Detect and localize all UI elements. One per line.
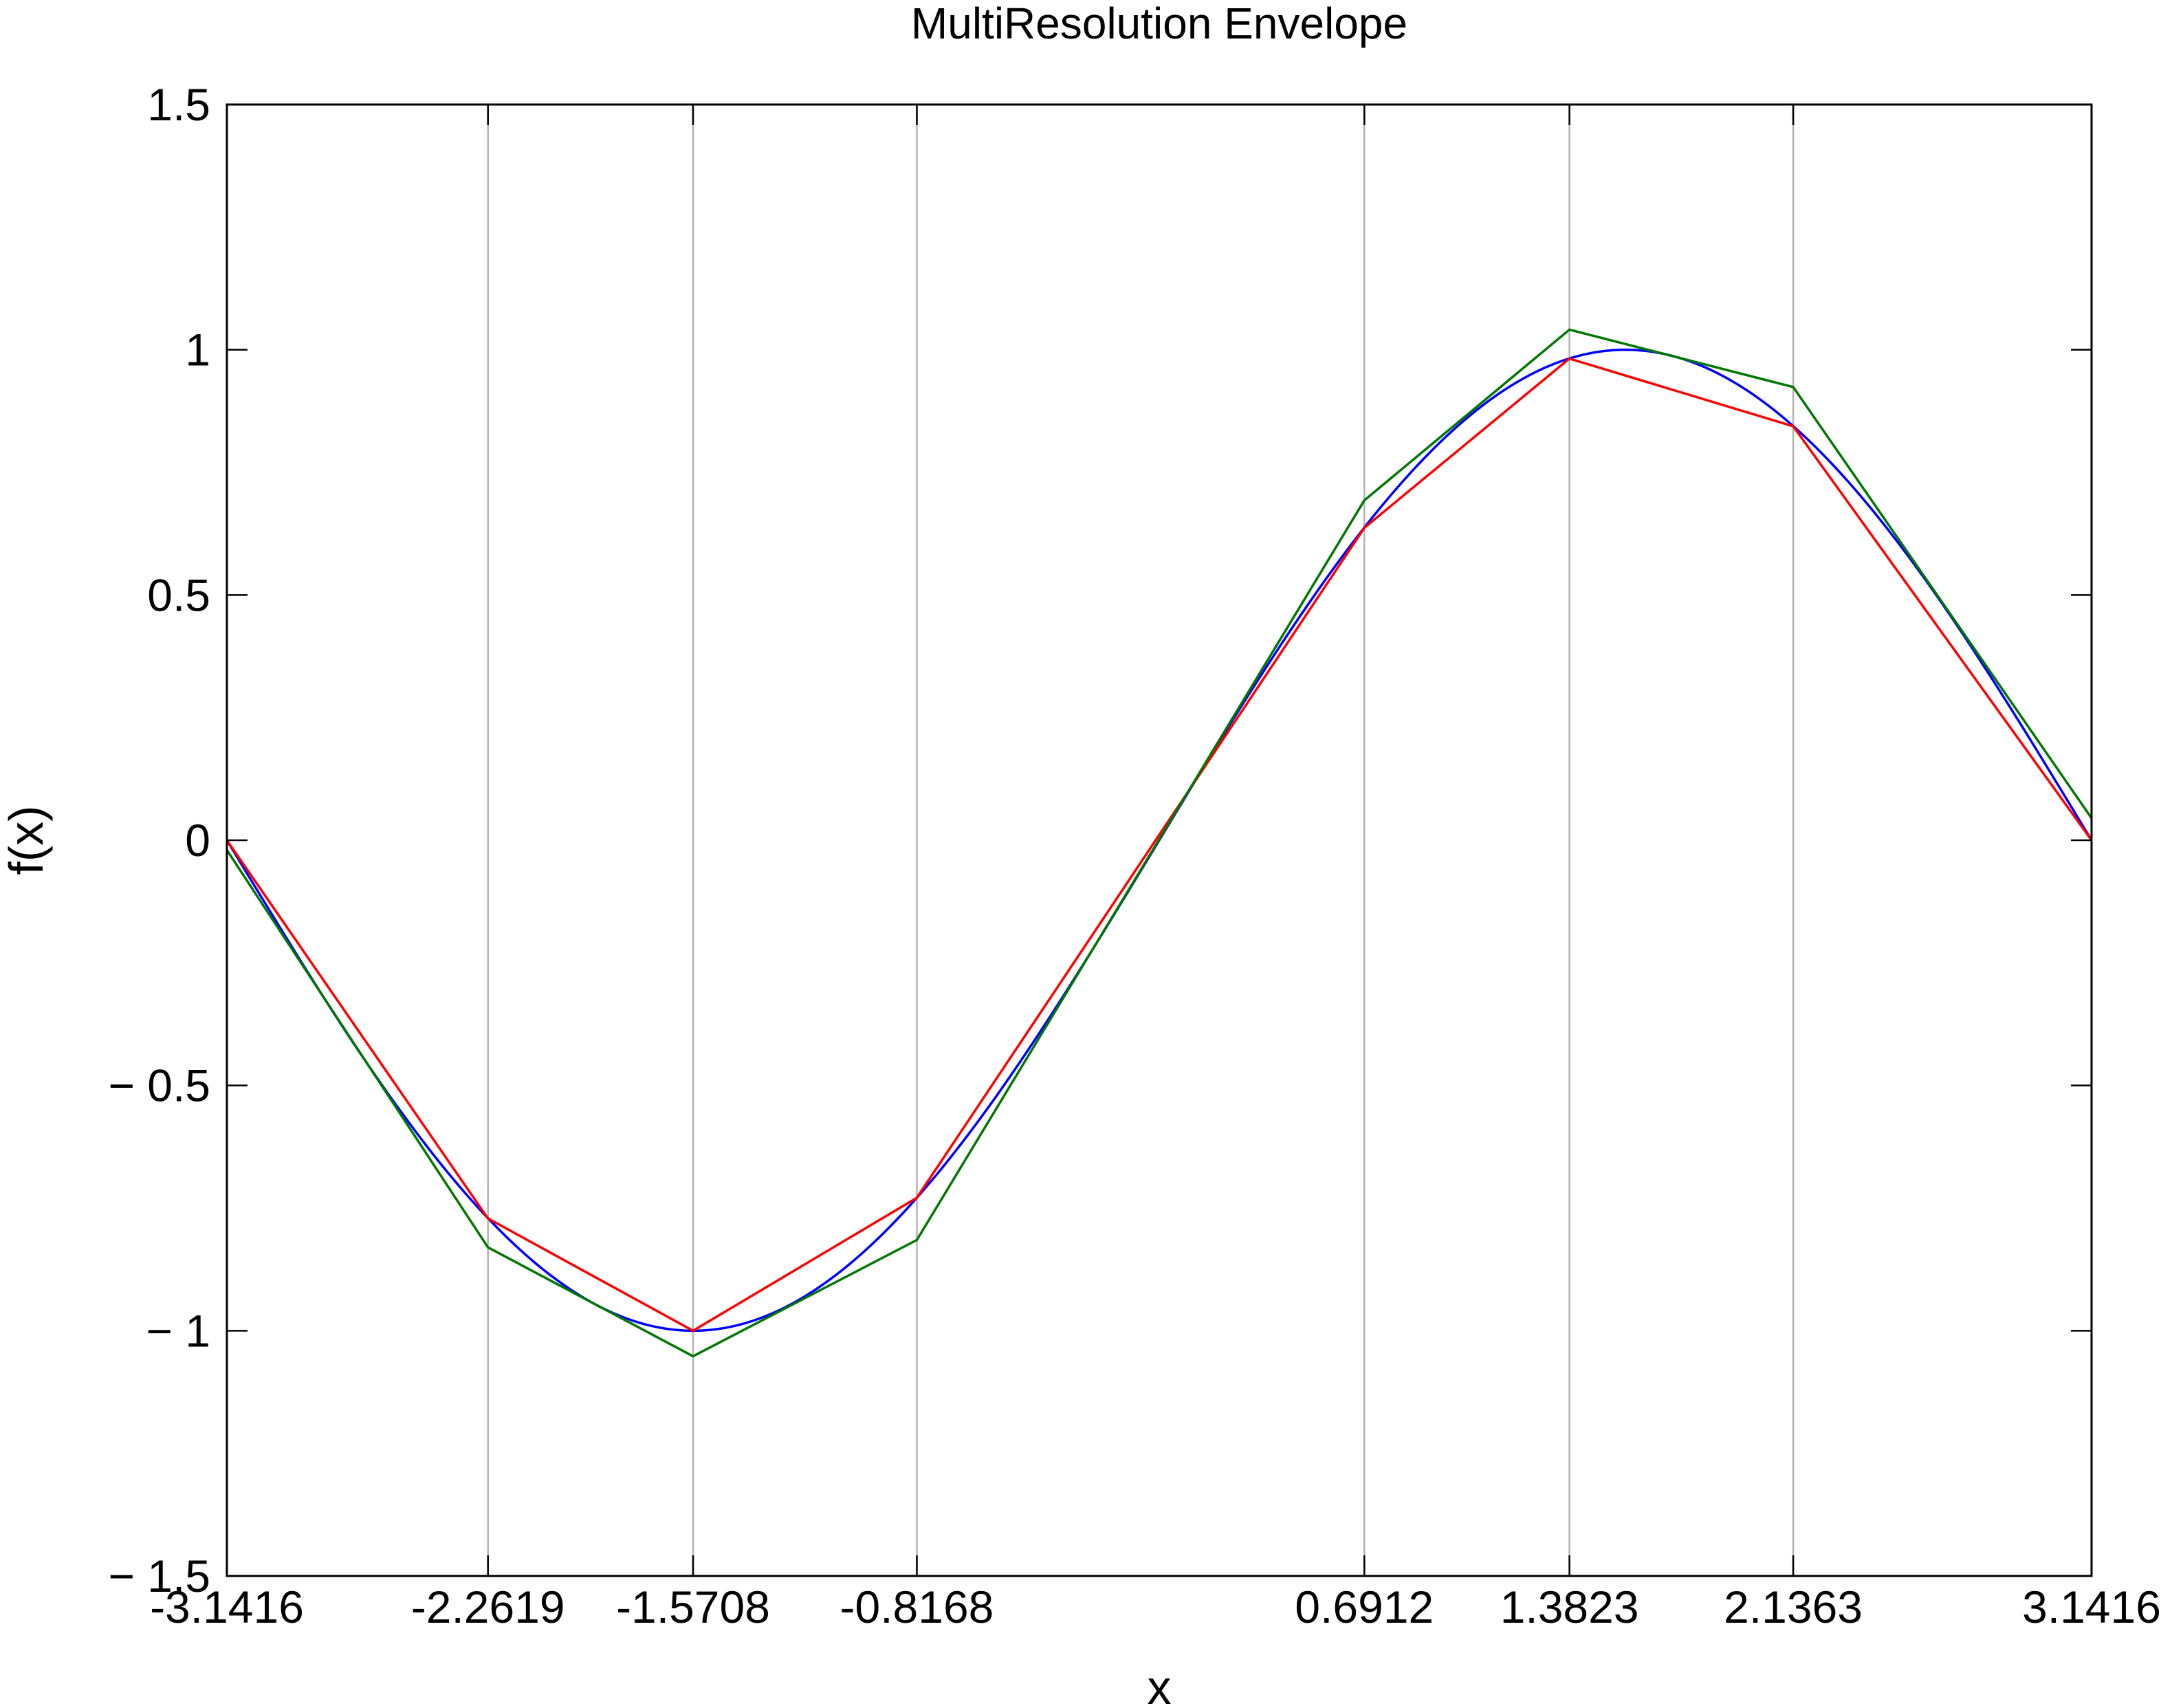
y-axis-label: f(x) [0,805,53,875]
y-tick-label: 1.5 [147,79,210,130]
y-tick-label: − 1.5 [108,1551,210,1601]
x-tick-label: 0.6912 [1295,1581,1434,1632]
x-tick-label: 1.3823 [1500,1581,1639,1632]
series-line-3 [226,328,2093,1358]
y-tick-label: 0.5 [147,569,210,620]
y-tick-label: − 0.5 [108,1060,210,1111]
series-line-2 [226,357,2093,1333]
x-axis-label: x [1148,1661,1172,1708]
ticks: -3.1416 -2.2619 -1.5708 -0.8168 0.6912 1.3823… [108,79,2161,1632]
chart-title: MultiResolution Envelope [911,0,1407,48]
x-tick-label: -1.5708 [616,1581,770,1632]
x-tick-label: 3.1416 [2022,1581,2161,1632]
x-tick-label: -0.8168 [840,1581,994,1632]
grid [487,105,1795,1576]
series-group [226,328,2093,1358]
y-tick-label: − 1 [146,1305,210,1356]
x-tick-label: -2.2619 [411,1581,565,1632]
x-tick-label: -3.1416 [150,1581,304,1632]
y-tick-label: 0 [185,815,210,866]
x-tick-label: 2.1363 [1724,1581,1863,1632]
y-tick-label: 1 [185,325,210,375]
